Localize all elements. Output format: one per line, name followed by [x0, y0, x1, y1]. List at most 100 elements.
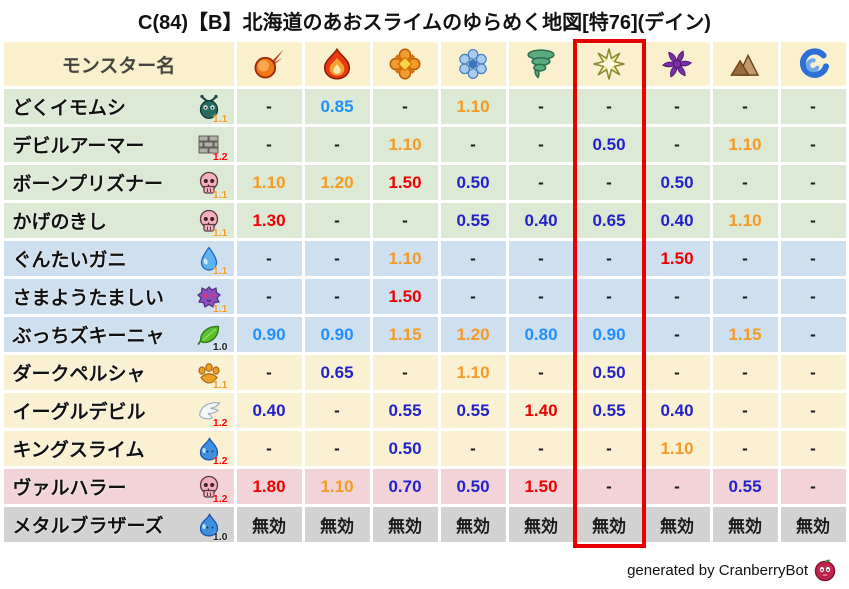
resistance-value-cell: -	[644, 355, 710, 390]
resistance-value-cell: 0.50	[644, 165, 710, 200]
table-row: かげのきし 1.1 1.30- -0.55 0.40 0.65 0.40 1.10-	[3, 203, 846, 238]
resistance-value-cell: 1.10	[440, 89, 506, 124]
resistance-value-cell: -	[440, 279, 506, 314]
resistance-value-cell: 0.85	[304, 89, 370, 124]
resistance-value-cell: 1.10	[304, 469, 370, 504]
snowflake-icon	[457, 48, 489, 80]
resistance-value-cell: 1.40	[508, 393, 574, 428]
header-row: モンスター名	[3, 42, 846, 86]
resistance-value-cell: -	[712, 393, 778, 428]
resistance-value-cell: -	[576, 279, 642, 314]
resistance-value-cell: -	[508, 241, 574, 276]
resistance-value-cell: -	[780, 89, 846, 124]
cranberry-icon	[813, 558, 837, 582]
resistance-value-cell: -	[236, 89, 302, 124]
monster-name: さまようたましい	[12, 288, 164, 309]
resistance-value-cell: 0.50	[440, 165, 506, 200]
resistance-value-cell: -	[644, 89, 710, 124]
resistance-value-cell: -	[508, 279, 574, 314]
monster-multiplier: 1.2	[212, 151, 228, 163]
column-header-pinwheel-icon	[644, 42, 710, 86]
resistance-value-cell: 0.50	[576, 127, 642, 162]
resistance-value-cell: -	[576, 165, 642, 200]
ghost-icon: 1.1	[196, 284, 228, 314]
resistance-value-cell: 0.90	[576, 317, 642, 352]
column-header-starburst-icon	[576, 42, 642, 86]
table-row: メタルブラザーズ 1.0 無効 無効 無効 無効 無効 無効 無効 無効 無効	[3, 507, 846, 542]
skull-icon: 1.1	[196, 170, 228, 200]
resistance-value-cell: -	[712, 431, 778, 466]
resistance-value-cell: -	[780, 393, 846, 428]
resistance-value-cell: 0.55	[372, 393, 438, 428]
monster-name-cell: かげのきし 1.1	[3, 203, 234, 238]
resistance-value-cell: -	[236, 431, 302, 466]
pinwheel-icon	[661, 48, 693, 80]
resistance-value-cell: 1.50	[644, 241, 710, 276]
resistance-value-cell: 1.50	[372, 165, 438, 200]
resistance-value-cell: 無効	[644, 507, 710, 542]
resistance-value-cell: 0.55	[440, 393, 506, 428]
slime-icon: 1.2	[196, 436, 228, 466]
resistance-value-cell: -	[644, 317, 710, 352]
monster-multiplier: 1.1	[212, 379, 228, 391]
table-row: どくイモムシ 1.1-0.85-1.10- - - - -	[3, 89, 846, 124]
monster-name-cell: イーグルデビル 1.2	[3, 393, 234, 428]
resistance-value-cell: 0.55	[712, 469, 778, 504]
resistance-value-cell: -	[372, 355, 438, 390]
leaf-icon: 1.0	[196, 322, 228, 352]
resistance-value-cell: -	[236, 127, 302, 162]
resistance-value-cell: 1.10	[440, 355, 506, 390]
monster-multiplier: 1.0	[212, 341, 228, 353]
resistance-value-cell: 無効	[508, 507, 574, 542]
resistance-value-cell: -	[304, 241, 370, 276]
monster-name: ヴァルハラー	[12, 478, 127, 499]
column-header-burst-icon	[372, 42, 438, 86]
monster-name-cell: キングスライム 1.2	[3, 431, 234, 466]
resistance-value-cell: 0.40	[644, 203, 710, 238]
resistance-value-cell: -	[780, 469, 846, 504]
monster-name: デビルアーマー	[12, 136, 145, 157]
resistance-value-cell: -	[508, 355, 574, 390]
monster-name-cell: さまようたましい 1.1	[3, 279, 234, 314]
resistance-value-cell: -	[712, 165, 778, 200]
monster-name-cell: デビルアーマー 1.2	[3, 127, 234, 162]
resistance-value-cell: -	[780, 317, 846, 352]
resistance-value-cell: -	[780, 431, 846, 466]
drop-icon: 1.1	[196, 246, 228, 276]
table-row: さまようたましい 1.1- -1.50- - - - - -	[3, 279, 846, 314]
flame-icon	[321, 48, 353, 80]
skull-icon: 1.2	[196, 474, 228, 504]
resistance-value-cell: 無効	[780, 507, 846, 542]
footer: generated by CranberryBot	[627, 558, 837, 582]
resistance-value-cell: -	[576, 469, 642, 504]
resistance-value-cell: 0.90	[304, 317, 370, 352]
resistance-value-cell: -	[644, 469, 710, 504]
resistance-value-cell: -	[576, 431, 642, 466]
wing-icon: 1.2	[196, 398, 228, 428]
brick-icon: 1.2	[196, 132, 228, 162]
monster-name-header: モンスター名	[3, 42, 234, 86]
page-title: C(84)【B】北海道のあおスライムのゆらめく地図[特76](デイン)	[138, 12, 711, 34]
resistance-table: モンスター名 どくイモムシ 1.1-0.85-1.10- - - - - デビルアーマー 1.…	[0, 39, 849, 545]
resistance-value-cell: 1.50	[372, 279, 438, 314]
monster-name-cell: どくイモムシ 1.1	[3, 89, 234, 124]
table-row: ぶっちズキーニャ 1.0 0.90 0.90 1.15 1.20 0.80 0.90-1.15…	[3, 317, 846, 352]
column-header-tornado-icon	[508, 42, 574, 86]
monster-name: イーグルデビル	[12, 402, 146, 423]
resistance-value-cell: -	[372, 203, 438, 238]
resistance-value-cell: -	[304, 431, 370, 466]
slime-icon: 1.0	[196, 512, 228, 542]
resistance-value-cell: -	[440, 127, 506, 162]
starburst-icon	[593, 48, 625, 80]
resistance-value-cell: -	[712, 279, 778, 314]
resistance-value-cell: 1.10	[644, 431, 710, 466]
resistance-value-cell: -	[712, 89, 778, 124]
resistance-value-cell: 無効	[236, 507, 302, 542]
monster-name-cell: ボーンプリズナー 1.1	[3, 165, 234, 200]
resistance-map-page: C(84)【B】北海道のあおスライムのゆらめく地図[特76](デイン) モンスタ…	[0, 6, 849, 589]
resistance-value-cell: -	[576, 241, 642, 276]
resistance-value-cell: -	[236, 241, 302, 276]
resistance-value-cell: -	[780, 165, 846, 200]
resistance-value-cell: 0.90	[236, 317, 302, 352]
bug-icon: 1.1	[196, 94, 228, 124]
